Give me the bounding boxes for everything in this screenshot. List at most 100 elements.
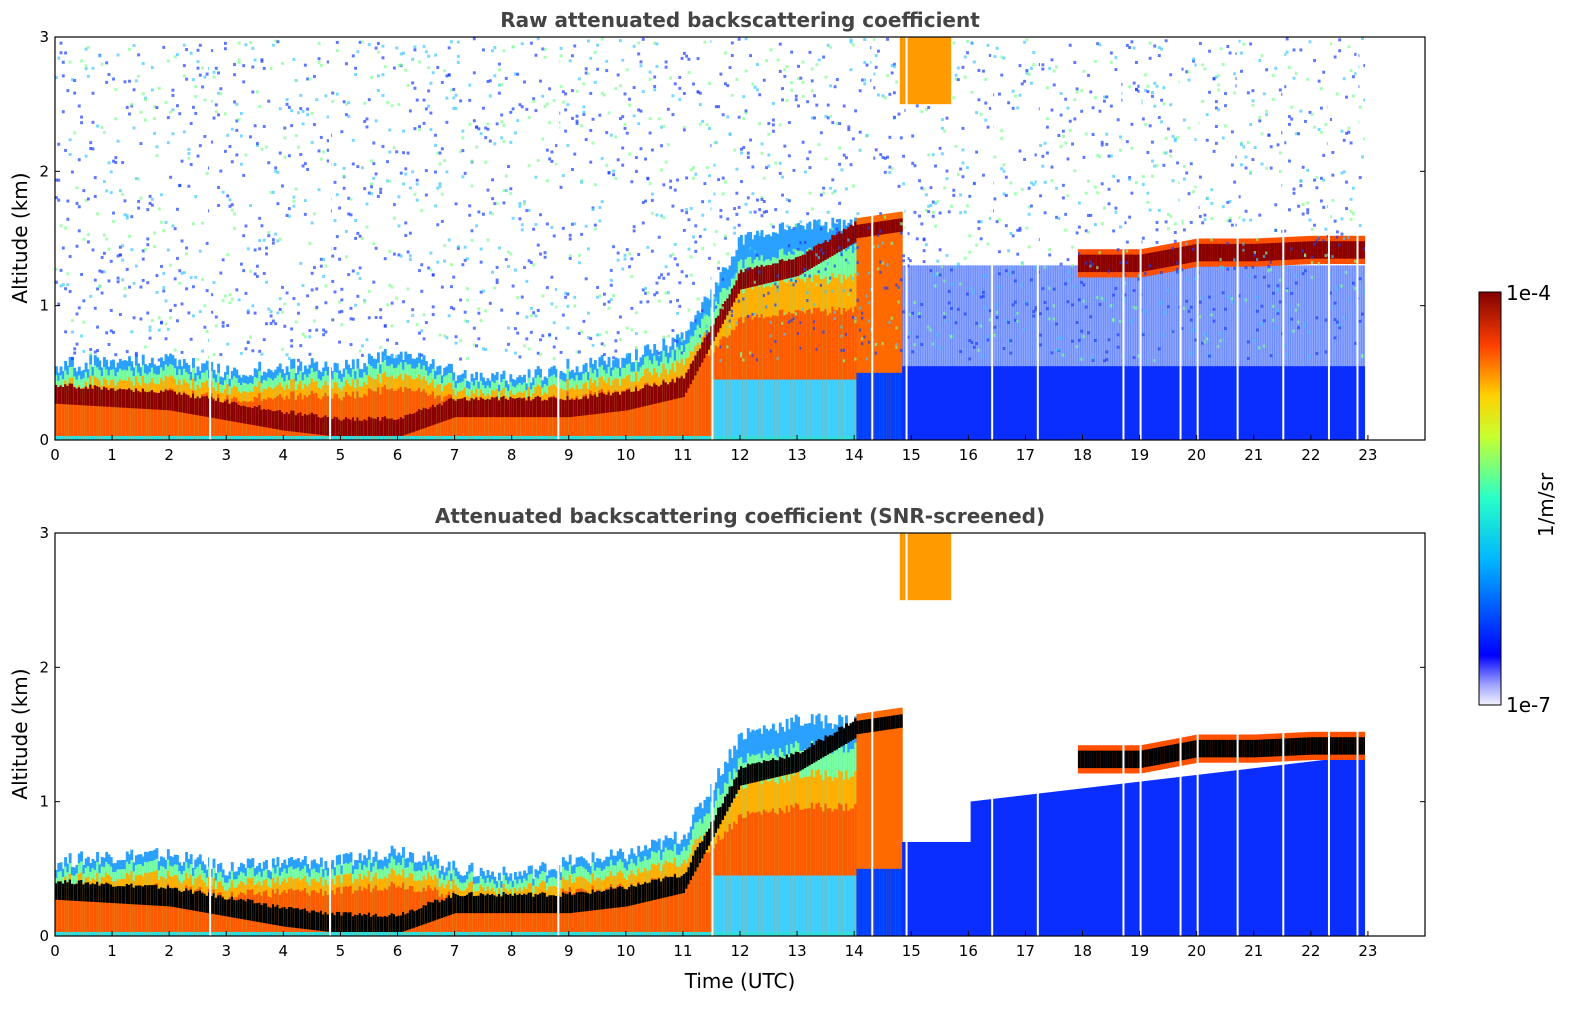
noise-speckle	[269, 67, 273, 71]
noise-speckle	[198, 249, 202, 253]
aerosol-inner	[612, 392, 616, 440]
aerosol-lower	[746, 379, 750, 440]
noise-speckle	[806, 100, 810, 104]
noise-speckle	[424, 321, 428, 325]
surface-return	[290, 435, 294, 440]
aerosol-inner	[555, 397, 558, 440]
boundary-layer	[1114, 366, 1118, 440]
noise-speckle	[1014, 279, 1017, 283]
noise-speckle	[984, 305, 988, 309]
noise-speckle	[927, 325, 931, 329]
surface-return	[637, 435, 641, 440]
noise-speckle	[1089, 260, 1093, 264]
backscatter-layer	[673, 382, 677, 400]
backscatter-layer	[886, 220, 890, 234]
noise-speckle	[1080, 357, 1084, 361]
boundary-layer	[979, 366, 983, 440]
noise-speckle	[618, 117, 622, 121]
noise-speckle	[285, 102, 289, 106]
noise-speckle	[201, 278, 205, 282]
noise-speckle	[792, 283, 796, 287]
noise-speckle	[1068, 278, 1072, 282]
noise-speckle	[952, 96, 956, 100]
noise-speckle	[413, 192, 417, 196]
backscatter-layer	[114, 390, 118, 408]
noise-speckle	[427, 89, 431, 93]
aerosol-lower	[790, 379, 794, 440]
aerosol-core	[877, 214, 880, 440]
noise-speckle	[205, 72, 209, 76]
noise-speckle	[790, 278, 794, 282]
aerosol-inner	[502, 398, 506, 440]
noise-speckle	[160, 321, 163, 325]
boundary-layer	[998, 366, 1001, 440]
noise-speckle	[418, 269, 421, 273]
noise-speckle	[516, 296, 520, 300]
noise-speckle	[660, 125, 663, 129]
noise-speckle	[128, 112, 131, 116]
noise-speckle	[408, 231, 412, 235]
noise-speckle	[415, 198, 419, 202]
backscatter-layer	[434, 407, 437, 425]
noise-speckle	[762, 176, 766, 180]
noise-speckle	[589, 337, 593, 341]
noise-speckle	[851, 184, 855, 188]
noise-speckle	[324, 94, 328, 98]
noise-speckle	[1023, 157, 1027, 161]
boundary-layer	[1068, 366, 1072, 440]
aerosol-inner	[89, 388, 93, 440]
noise-speckle	[726, 217, 730, 221]
backscatter-layer	[605, 394, 609, 413]
aerosol-lower	[771, 379, 775, 440]
backscatter-layer	[466, 400, 469, 418]
surface-return	[420, 435, 424, 440]
noise-speckle	[203, 325, 207, 329]
aerosol-inner	[93, 389, 97, 440]
noise-speckle	[1066, 194, 1070, 198]
surface-return	[381, 435, 385, 440]
noise-speckle	[1023, 300, 1027, 304]
aerosol-lower	[833, 379, 837, 440]
backscatter-layer	[600, 392, 604, 414]
noise-speckle	[84, 198, 88, 202]
noise-speckle	[105, 331, 109, 335]
aerosol-inner	[801, 311, 805, 440]
noise-speckle	[445, 170, 449, 174]
noise-speckle	[456, 40, 460, 44]
noise-speckle	[459, 298, 463, 302]
noise-speckle	[155, 274, 159, 278]
noise-speckle	[408, 186, 412, 190]
boundary-layer-noise	[1007, 265, 1011, 367]
aerosol-inner	[598, 390, 602, 440]
noise-speckle	[313, 74, 316, 78]
aerosol-inner	[511, 403, 515, 440]
noise-speckle	[835, 78, 839, 82]
backscatter-layer	[664, 382, 668, 402]
boundary-layer-noise	[1043, 265, 1047, 367]
noise-speckle	[746, 267, 750, 271]
noise-speckle	[851, 315, 855, 319]
noise-speckle	[806, 157, 810, 161]
boundary-layer-noise	[1059, 265, 1063, 367]
backscatter-layer	[144, 391, 147, 409]
noise-speckle	[520, 228, 524, 232]
boundary-layer-noise	[947, 265, 951, 367]
aerosol-inner	[692, 369, 695, 440]
noise-speckle	[890, 64, 894, 68]
noise-speckle	[518, 103, 522, 107]
noise-speckle	[539, 252, 542, 256]
noise-speckle	[134, 264, 138, 268]
noise-speckle	[374, 172, 378, 176]
noise-speckle	[637, 252, 641, 256]
surface-return	[239, 435, 243, 440]
noise-speckle	[271, 43, 275, 47]
aerosol-lower	[728, 379, 732, 440]
noise-speckle	[605, 330, 609, 334]
noise-speckle	[1144, 272, 1148, 276]
noise-speckle	[340, 298, 344, 302]
backscatter-layer	[792, 259, 796, 278]
noise-speckle	[623, 253, 627, 257]
noise-speckle	[349, 197, 353, 201]
noise-speckle	[404, 172, 408, 176]
aerosol-inner	[399, 387, 403, 440]
